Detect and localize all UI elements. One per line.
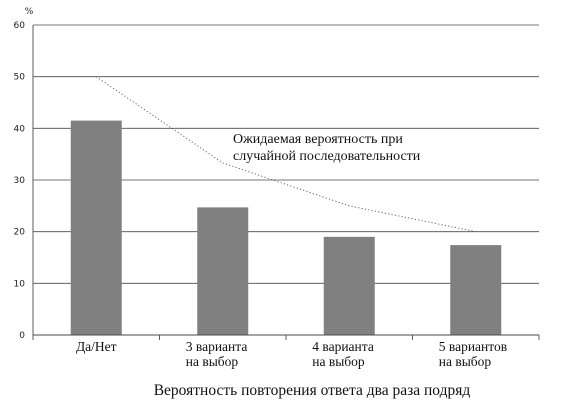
y-tick-label: 20 (14, 228, 26, 238)
expected-line (95, 76, 476, 233)
expected-probability-line (95, 76, 476, 233)
y-axis-ticks: 0 10 20 30 40 50 60 (14, 21, 26, 341)
y-axis-unit-label: % (25, 7, 34, 17)
y-tick-label: 30 (14, 176, 26, 186)
x-category-label: 4 варианта на выбор (312, 339, 374, 369)
x-axis-title: Вероятность повторения ответа два раза п… (154, 382, 471, 399)
bar (70, 120, 122, 335)
bar (450, 245, 502, 335)
y-tick-label: 50 (14, 73, 26, 83)
x-axis-category-labels: Да/Нет 3 варианта на выбор 4 варианта на выб… (32, 335, 540, 369)
bar (323, 236, 375, 335)
y-tick-label: 40 (14, 124, 26, 134)
bars (70, 120, 502, 335)
line-annotation: Ожидаемая вероятность при случайной после… (233, 132, 421, 164)
x-category-label: Да/Нет (76, 339, 117, 354)
y-tick-label: 0 (19, 331, 25, 341)
y-tick-label: 60 (14, 21, 26, 31)
x-category-label: 3 варианта на выбор (186, 339, 248, 369)
y-tick-label: 10 (14, 279, 26, 289)
x-category-label: 5 вариантов на выбор (439, 339, 507, 369)
bar (197, 207, 249, 335)
